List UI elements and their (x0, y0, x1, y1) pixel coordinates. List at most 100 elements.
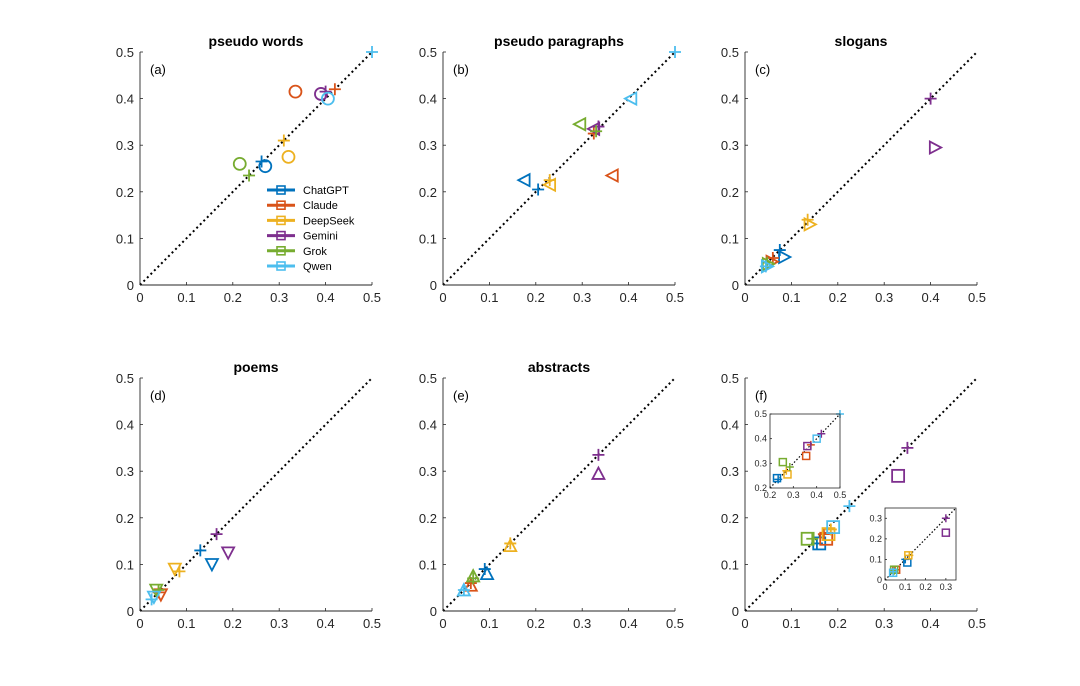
triangle-right-point-deepseek (803, 216, 818, 232)
y-tick-label: 0.5 (419, 371, 437, 386)
plus-point-gemini (941, 514, 950, 523)
y-tick-label: 0.4 (419, 418, 437, 433)
panel-3: 0 0.1 0.2 0.3 0.4 0.5 0 0.1 0.2 0.3 0.4 0.5 slogans (… (721, 33, 986, 305)
x-tick-label: 0.5 (834, 490, 847, 500)
square-point-deepseek (904, 551, 913, 560)
legend-label-deepseek: DeepSeek (303, 215, 355, 227)
axes-background (443, 378, 675, 611)
x-tick-label: 0.5 (363, 616, 381, 631)
panel-title: pseudo paragraphs (494, 33, 624, 49)
y-tick-label: 0.5 (419, 45, 437, 60)
plus-point-grok (590, 125, 603, 138)
x-tick-label: 0.4 (317, 290, 335, 305)
y-tick-label: 0.2 (721, 511, 739, 526)
y-tick-label: 0 (732, 604, 739, 619)
legend-square-icon (276, 200, 286, 210)
y-tick-label: 0 (430, 604, 437, 619)
x-tick-label: 0.1 (480, 616, 498, 631)
y-tick-label: 0 (732, 278, 739, 293)
y-tick-label: 0.3 (116, 138, 134, 153)
y-tick-label: 0.4 (721, 92, 739, 107)
axes-background (745, 52, 977, 285)
x-tick-label: 0.4 (922, 290, 940, 305)
y-tick-label: 0.2 (419, 511, 437, 526)
legend-label-claude: Claude (303, 200, 338, 212)
panel-6: 0 0.1 0.2 0.3 0.4 0.500.10.20.30.40.5(f)0.2 0.… (721, 371, 986, 631)
y-tick-label: 0.5 (116, 371, 134, 386)
x-tick-label: 0.5 (666, 290, 684, 305)
y-tick-label: 0.4 (116, 92, 134, 107)
legend-label-grok: Grok (303, 246, 327, 258)
legend-label-chatgpt: ChatGPT (303, 185, 349, 197)
panel-1: 0 0.1 0.2 0.3 0.4 0.5 0 0.1 0.2 0.3 0.4 0.5 pseudo w… (116, 33, 381, 305)
x-tick-label: 0 (741, 616, 748, 631)
y-tick-label: 0.1 (419, 557, 437, 572)
y-tick-label: 0.2 (116, 511, 134, 526)
panel-label: (c) (755, 62, 770, 77)
legend-label-qwen: Qwen (303, 261, 332, 273)
y-tick-label: 0.3 (116, 464, 134, 479)
y-tick-label: 0.2 (116, 185, 134, 200)
square-point-grok (800, 531, 815, 546)
panel-4: 0 0.1 0.2 0.3 0.4 0.5 0 0.1 0.2 0.3 0.4 0.5 poems (d) (116, 359, 381, 631)
panel-title: poems (233, 359, 278, 375)
diagonal-reference-line (769, 413, 841, 489)
triangle-up-point-claude (463, 577, 479, 592)
plus-point-chatgpt (532, 183, 545, 196)
plus-point-gemini (924, 92, 937, 105)
y-tick-label: 0.4 (721, 418, 739, 433)
panel-label: (e) (453, 388, 469, 403)
x-tick-label: 0.4 (922, 616, 940, 631)
x-tick-label: 0.3 (940, 582, 953, 592)
y-tick-label: 0 (127, 278, 134, 293)
y-tick-label: 0.3 (419, 138, 437, 153)
x-tick-label: 0.5 (968, 616, 986, 631)
plus-point-claude (328, 83, 341, 96)
triangle-right-point-qwen (760, 258, 776, 274)
y-tick-label: 0.3 (754, 458, 767, 468)
y-tick-label: 0.3 (721, 464, 739, 479)
y-tick-label: 0.2 (869, 534, 882, 544)
x-tick-label: 0 (439, 616, 446, 631)
square-point-deepseek (783, 470, 792, 479)
triangle-up-point-chatgpt (479, 565, 495, 581)
x-tick-label: 0.1 (480, 290, 498, 305)
triangle-left-point-claude (604, 167, 619, 183)
triangle-down-point-chatgpt (204, 558, 220, 573)
x-tick-label: 0 (136, 616, 143, 631)
y-tick-label: 0.1 (419, 231, 437, 246)
circle-point-gemini (314, 87, 328, 101)
x-tick-label: 0.2 (829, 616, 847, 631)
triangle-down-point-qwen (146, 590, 162, 605)
panel-label: (a) (150, 62, 166, 77)
y-tick-label: 0 (127, 604, 134, 619)
panel-title: pseudo words (209, 33, 304, 49)
plus-point-grok (243, 169, 256, 182)
triangle-up-point-grok (465, 568, 481, 583)
plus-point-grok (785, 463, 794, 472)
y-tick-label: 0.3 (869, 513, 882, 523)
y-tick-label: 0.2 (419, 185, 437, 200)
y-tick-label: 0.2 (721, 185, 739, 200)
x-tick-label: 0.2 (224, 290, 242, 305)
legend-box (263, 182, 365, 276)
x-tick-label: 0 (882, 582, 887, 592)
triangle-right-point-chatgpt (778, 249, 793, 265)
x-tick-label: 0.5 (363, 290, 381, 305)
x-tick-label: 0.3 (875, 616, 893, 631)
y-tick-label: 0.1 (116, 231, 134, 246)
circle-point-qwen (321, 91, 335, 106)
x-tick-label: 0 (439, 290, 446, 305)
plus-point-qwen (669, 46, 681, 58)
x-tick-label: 0.3 (573, 290, 591, 305)
triangle-left-point-chatgpt (516, 172, 531, 188)
legend-square-icon (276, 246, 286, 256)
legend-label-gemini: Gemini (303, 231, 338, 243)
triangle-left-point-deepseek (541, 177, 557, 193)
plus-point-qwen (366, 46, 378, 58)
x-tick-label: 0 (741, 290, 748, 305)
x-tick-label: 0.1 (782, 616, 800, 631)
y-tick-label: 0 (877, 575, 882, 585)
y-tick-label: 0 (430, 278, 437, 293)
inset-2: 0 0.1 0.2 0.3 0 0.1 0.2 0.3 (869, 507, 957, 592)
